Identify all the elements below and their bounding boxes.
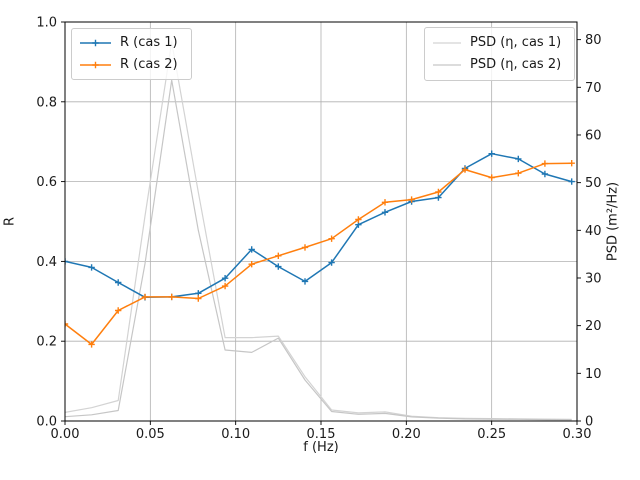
x-tick-label: 0.15: [307, 427, 336, 442]
series-line-psd-cas-2-: [65, 79, 572, 421]
x-tick-label: 0.10: [221, 427, 250, 442]
series-line-psd-cas-1-: [65, 41, 572, 420]
series-markers-r-cas-1-: [65, 150, 575, 301]
y-right-tick-label: 60: [585, 128, 602, 143]
legend-line-sample-psd-cas-2-icon: [433, 64, 461, 66]
y-right-tick-label: 80: [585, 33, 602, 48]
y-left-tick-label: 0.2: [36, 335, 57, 350]
legend-label: R (cas 2): [120, 57, 178, 72]
x-tick-label: 0.25: [477, 427, 506, 442]
y-left-tick-label: 0.8: [36, 95, 57, 110]
legend-item-psd-cas-1: PSD (η, cas 1): [432, 32, 566, 54]
x-tick-label: 0.00: [51, 427, 80, 442]
legend-r-curves: R (cas 1) R (cas 2): [71, 28, 192, 80]
series-markers-r-cas-2-: [65, 160, 575, 348]
legend-psd-curves: PSD (η, cas 1) PSD (η, cas 2): [424, 27, 575, 81]
y-right-tick-label: 10: [585, 367, 602, 382]
y-right-tick-label: 0: [585, 415, 593, 430]
legend-line-sample-psd-cas-1-icon: [433, 42, 461, 44]
legend-item-psd-cas-2: PSD (η, cas 2): [432, 54, 566, 76]
y-left-tick-label: 0.6: [36, 175, 57, 190]
y-left-tick-label: 1.0: [36, 16, 57, 31]
legend-line-sample-r-cas-1-icon: [80, 39, 111, 47]
y-right-tick-label: 70: [585, 81, 602, 96]
x-tick-label: 0.20: [392, 427, 421, 442]
legend-item-r-cas-2: R (cas 2): [79, 54, 183, 76]
series-line-r-cas-1-: [65, 152, 572, 299]
y-left-tick-label: 0.0: [36, 415, 57, 430]
y-right-tick-label: 20: [585, 319, 602, 334]
y-right-tick-label: 50: [585, 176, 602, 191]
y-right-tick-label: 40: [585, 224, 602, 239]
y-left-tick-label: 0.4: [36, 255, 57, 270]
x-tick-label: 0.05: [136, 427, 165, 442]
series-line-r-cas-2-: [65, 162, 572, 346]
y-right-tick-label: 30: [585, 271, 602, 286]
y-axis-label-left: R: [2, 216, 18, 227]
legend-item-r-cas-1: R (cas 1): [79, 32, 183, 54]
gridlines: [65, 22, 577, 421]
legend-label: R (cas 1): [120, 35, 178, 50]
legend-label: PSD (η, cas 1): [470, 35, 562, 50]
y-axis-label-right: PSD (m²/Hz): [605, 181, 621, 262]
series-group: [65, 41, 575, 421]
x-axis-label: f (Hz): [303, 440, 339, 455]
x-tick-label: 0.30: [563, 427, 592, 442]
legend-line-sample-r-cas-2-icon: [80, 61, 111, 69]
legend-label: PSD (η, cas 2): [470, 57, 562, 72]
ticks: 0.00 0.05 0.10 0.15 0.20 0.25 0.30 0.0 0.2 0.4 0.6…: [36, 16, 601, 443]
